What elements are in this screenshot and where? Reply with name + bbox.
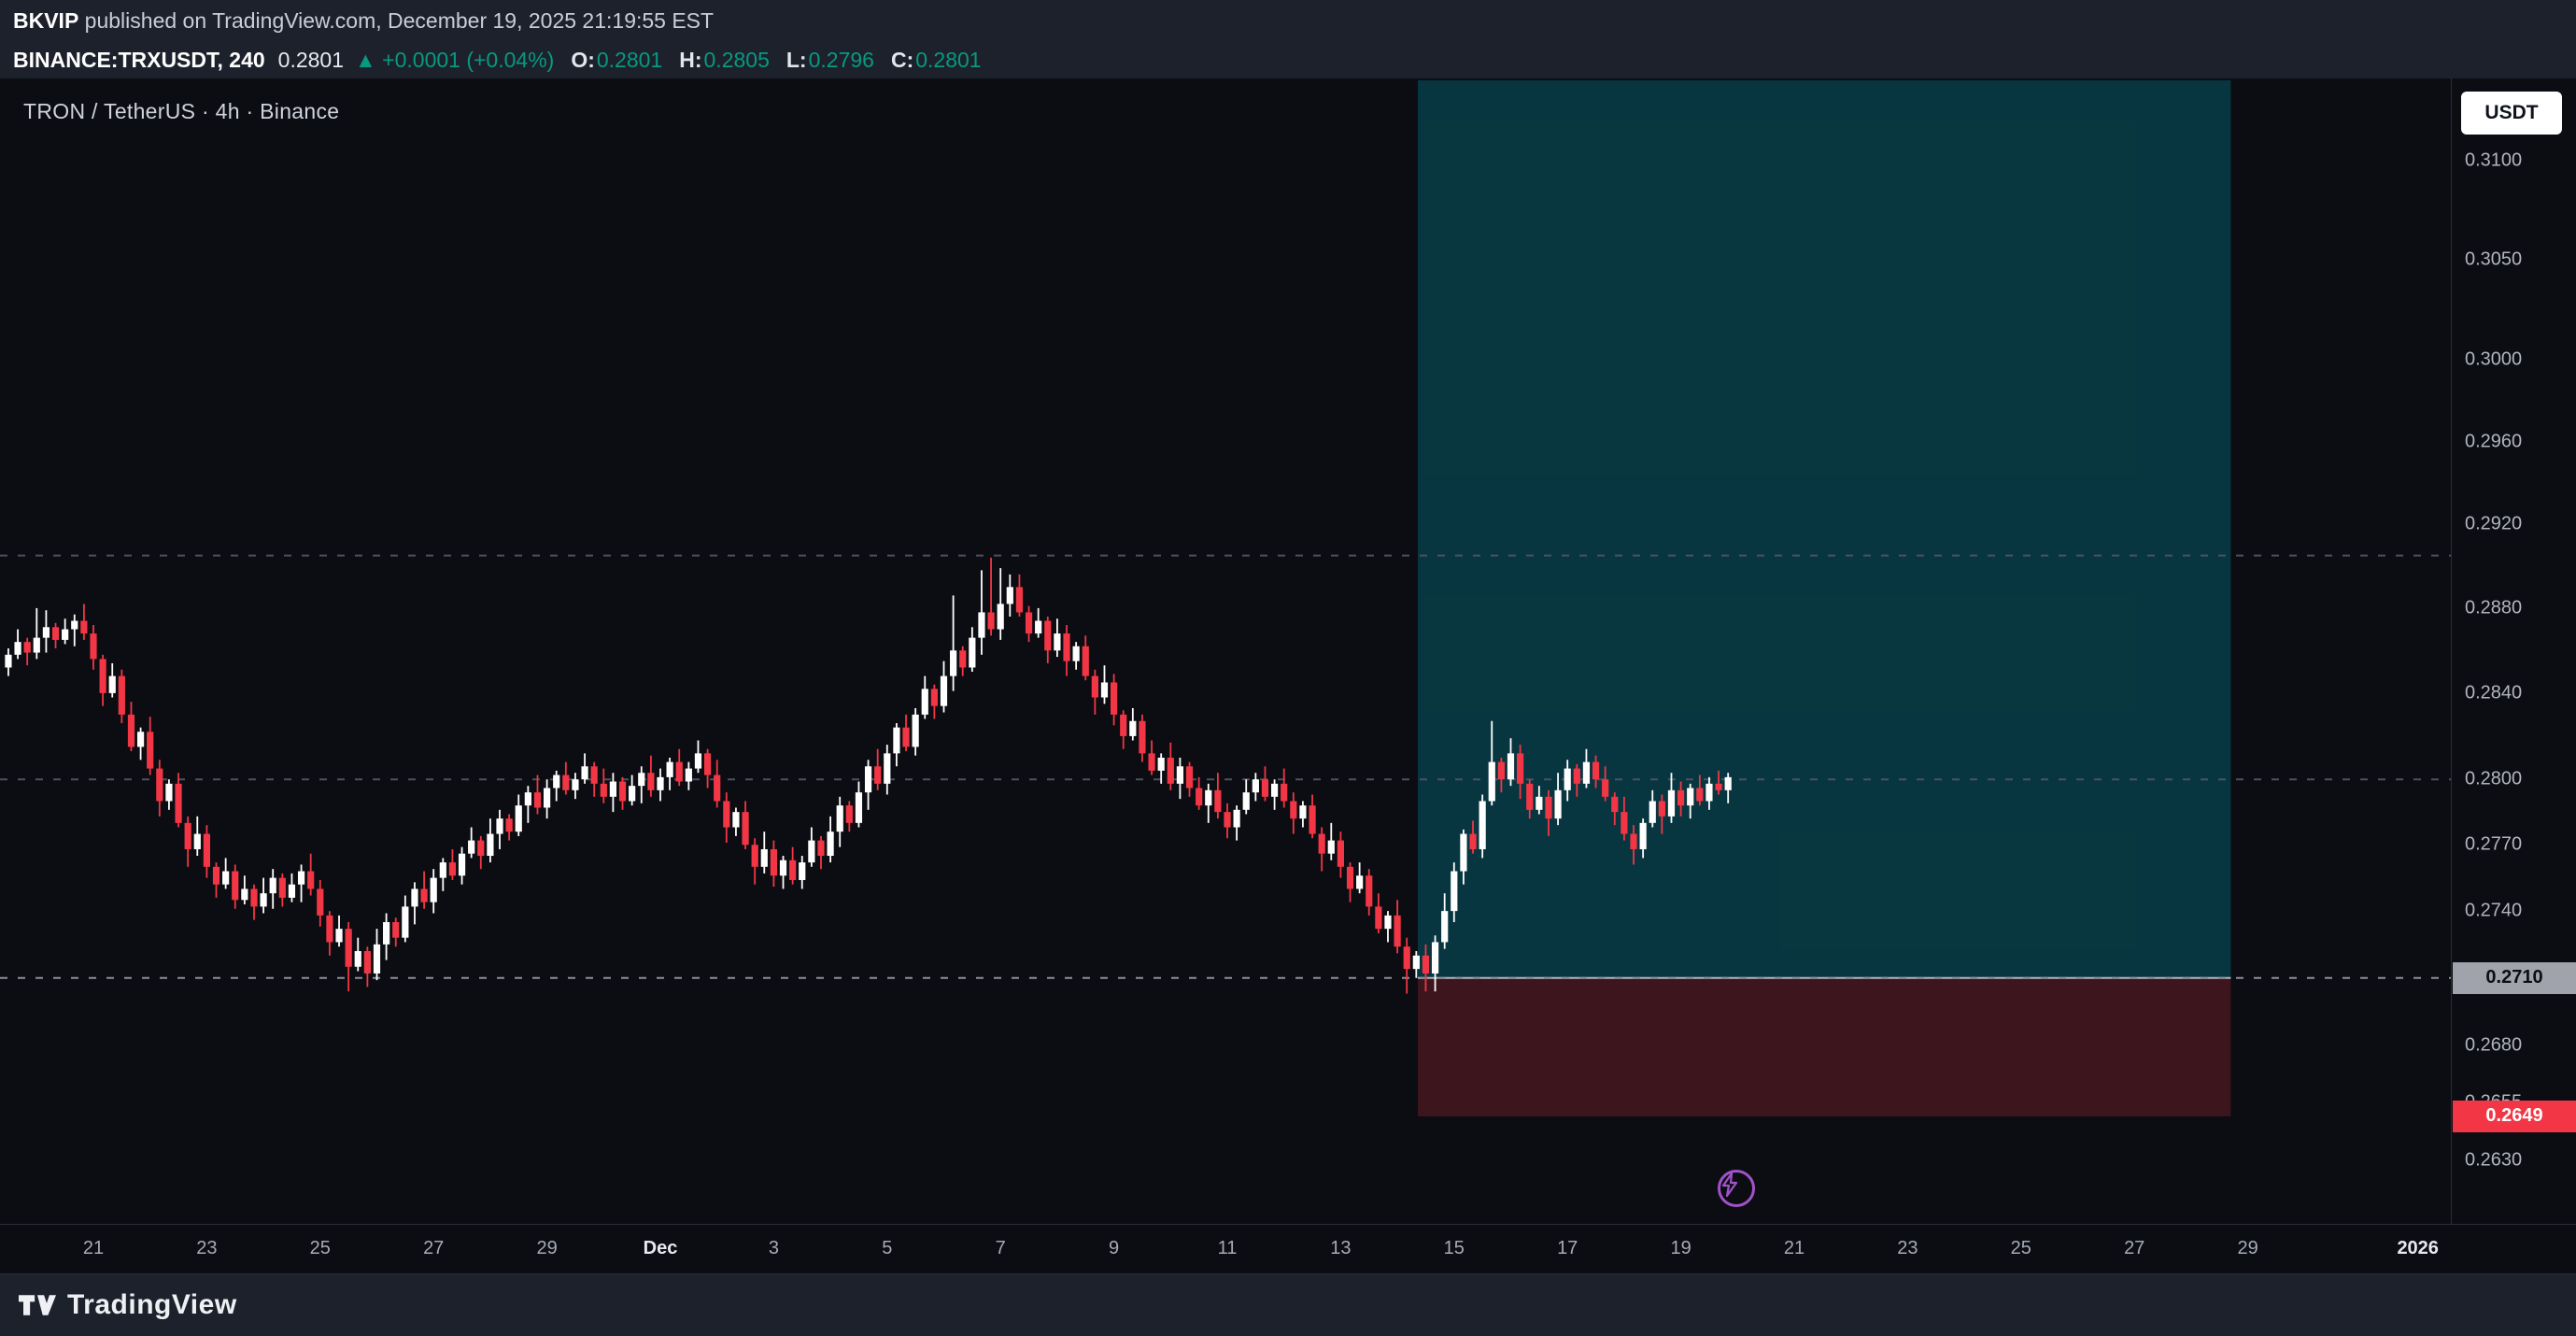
time-axis-label: 29: [536, 1238, 558, 1258]
price-axis-label: 0.2880: [2465, 597, 2523, 618]
time-axis-label: 15: [1443, 1238, 1465, 1258]
time-axis-label: 9: [1109, 1238, 1120, 1258]
time-axis-label: 27: [423, 1238, 445, 1258]
time-axis-label: 21: [82, 1238, 105, 1258]
time-axis-label: 27: [2124, 1238, 2145, 1258]
candlestick-series: [5, 557, 1732, 994]
low-value: 0.2796: [808, 47, 874, 72]
publisher-name: BKVIP: [13, 7, 79, 33]
price-axis-label: 0.3000: [2465, 348, 2523, 370]
time-axis-label: 25: [309, 1238, 331, 1258]
currency-toggle-button[interactable]: USDT: [2461, 92, 2562, 135]
price-axis[interactable]: USDT 0.3100 0.3050 0.3000 0.2960 0.2920 0.288…: [2451, 78, 2576, 1224]
price-axis-label: 0.2770: [2465, 833, 2523, 855]
time-axis-label: 5: [882, 1238, 893, 1258]
time-axis-label: 3: [768, 1238, 779, 1258]
time-axis-label: 13: [1330, 1238, 1352, 1258]
tradingview-wordmark[interactable]: TradingView: [67, 1289, 237, 1320]
publish-info-bar: BKVIP published on TradingView.com, Dece…: [0, 0, 2576, 41]
price-axis-label: 0.2960: [2465, 431, 2523, 452]
chart-pane[interactable]: TRON / TetherUS · 4h · Binance: [0, 78, 2451, 1224]
entry-price-badge: 0.2710: [2453, 961, 2576, 994]
open-value: 0.2801: [596, 47, 663, 72]
chart-legend[interactable]: TRON / TetherUS · 4h · Binance: [23, 99, 340, 123]
high-label: H:: [679, 47, 702, 72]
long-position-tool[interactable]: [1417, 80, 2231, 1116]
price-axis-label: 0.2800: [2465, 768, 2523, 789]
close-label: C:: [890, 47, 914, 72]
time-axis-label: 17: [1557, 1238, 1578, 1258]
price-axis-label: 0.3050: [2465, 249, 2523, 270]
price-axis-label: 0.2630: [2465, 1149, 2523, 1171]
time-axis-label: 23: [196, 1238, 218, 1258]
price-axis-label: 0.2920: [2465, 513, 2523, 534]
time-axis-label: 21: [1783, 1238, 1805, 1258]
time-axis-label: 19: [1670, 1238, 1691, 1258]
price-axis-label: 0.3100: [2465, 149, 2523, 171]
time-axis-label: 2026: [2397, 1238, 2439, 1258]
horizontal-level-lines[interactable]: [0, 554, 2451, 979]
price-change: ▲ +0.0001 (+0.04%): [355, 47, 555, 72]
price-axis-label: 0.2740: [2465, 900, 2523, 921]
stop-price-badge: 0.2649: [2453, 1100, 2576, 1132]
time-axis-label: 7: [995, 1238, 1006, 1258]
symbol-info-bar: BINANCE:TRXUSDT, 240 0.2801 ▲ +0.0001 (+…: [0, 41, 2576, 78]
lightning-icon[interactable]: [1718, 1170, 1756, 1207]
footer-bar: TradingView: [0, 1273, 2576, 1336]
open-label: O:: [571, 47, 595, 72]
symbol-name[interactable]: BINANCE:TRXUSDT, 240: [13, 47, 265, 72]
chart-canvas[interactable]: [0, 78, 2451, 1224]
price-axis-label: 0.2680: [2465, 1034, 2523, 1056]
publish-timestamp: published on TradingView.com, December 1…: [78, 7, 715, 33]
time-axis-label: 11: [1217, 1238, 1238, 1258]
time-axis-label: 23: [1897, 1238, 1918, 1258]
price-axis-label: 0.2840: [2465, 682, 2523, 704]
time-axis-label: 25: [2010, 1238, 2031, 1258]
last-price: 0.2801: [277, 47, 345, 72]
time-axis-label: 29: [2237, 1238, 2258, 1258]
time-axis-label: Dec: [643, 1238, 678, 1258]
low-label: L:: [786, 47, 807, 72]
high-value: 0.2805: [703, 47, 770, 72]
time-axis[interactable]: 21 23 25 27 29 Dec 3 5 7 9 11 13 15 17 19 21 23 25 27 29 202…: [0, 1224, 2576, 1273]
tradingview-logo-icon[interactable]: [19, 1291, 56, 1319]
close-value: 0.2801: [915, 47, 982, 72]
